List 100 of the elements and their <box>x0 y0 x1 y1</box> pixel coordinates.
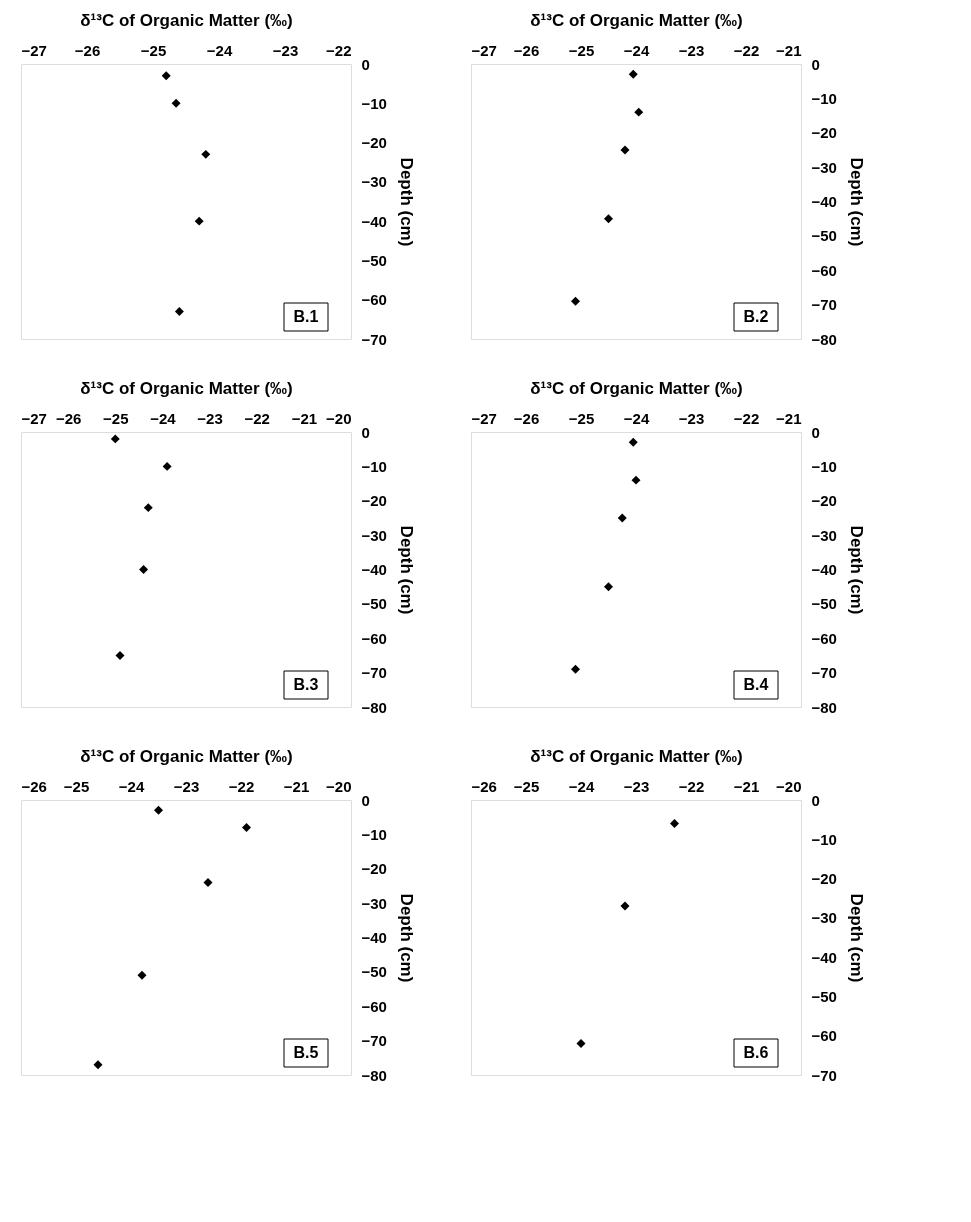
y-tick-label: −60 <box>361 629 387 647</box>
x-tick-label: −26 <box>513 41 540 59</box>
y-tick-label: −20 <box>811 124 837 142</box>
y-tick-label: −20 <box>811 492 837 510</box>
x-tick-label: −27 <box>471 409 497 427</box>
y-tick-label: −50 <box>811 595 837 613</box>
x-axis-title: δ¹³C of Organic Matter (‰) <box>80 10 293 30</box>
annotation: B.2 <box>743 308 769 325</box>
y-axis-title: Depth (cm) <box>846 525 866 615</box>
y-tick-label: −40 <box>811 948 837 966</box>
y-tick-label: −20 <box>811 870 837 888</box>
y-tick-label: −10 <box>811 457 837 475</box>
x-tick-label: −23 <box>197 409 223 427</box>
y-tick-label: −40 <box>361 212 387 230</box>
y-tick-label: −50 <box>361 963 387 981</box>
x-tick-label: −23 <box>678 409 705 427</box>
x-axis-title: δ¹³C of Organic Matter (‰) <box>80 746 293 766</box>
x-axis-title: δ¹³C of Organic Matter (‰) <box>530 378 743 398</box>
y-axis-title: Depth (cm) <box>846 157 866 247</box>
y-tick-label: −70 <box>811 664 837 682</box>
x-tick-label: −21 <box>733 777 760 795</box>
x-tick-label: −25 <box>568 41 595 59</box>
x-tick-label: −23 <box>623 777 650 795</box>
y-tick-label: −70 <box>361 664 387 682</box>
x-tick-label: −27 <box>21 409 47 427</box>
y-tick-label: 0 <box>361 55 370 73</box>
x-tick-label: −26 <box>471 777 497 795</box>
x-tick-label: −23 <box>173 777 200 795</box>
annotation: B.4 <box>743 676 769 693</box>
y-tick-label: −40 <box>811 193 837 210</box>
y-tick-label: −60 <box>811 261 837 279</box>
y-tick-label: −80 <box>811 330 837 348</box>
y-tick-label: 0 <box>811 55 820 73</box>
x-tick-label: −20 <box>326 409 352 427</box>
y-tick-label: −20 <box>361 134 387 152</box>
x-tick-label: −24 <box>206 41 233 59</box>
y-tick-label: −70 <box>811 296 837 314</box>
x-tick-label: −21 <box>776 409 802 427</box>
x-tick-label: −22 <box>678 777 705 795</box>
x-tick-label: −24 <box>150 409 177 427</box>
y-axis-title: Depth (cm) <box>396 893 416 983</box>
y-tick-label: −30 <box>811 526 837 544</box>
y-axis-title: Depth (cm) <box>396 157 416 247</box>
x-tick-label: −22 <box>326 41 352 59</box>
x-tick-label: −21 <box>291 409 318 427</box>
y-tick-label: −10 <box>811 89 837 107</box>
x-tick-label: −20 <box>776 777 802 795</box>
y-tick-label: 0 <box>361 423 370 441</box>
x-tick-label: −27 <box>471 41 497 59</box>
y-tick-label: 0 <box>361 791 370 809</box>
x-tick-label: −22 <box>244 409 270 427</box>
x-tick-label: −24 <box>623 409 650 427</box>
y-tick-label: −50 <box>811 987 837 1005</box>
y-tick-label: −20 <box>361 492 387 510</box>
annotation: B.1 <box>293 308 319 325</box>
y-tick-label: −30 <box>811 909 837 927</box>
x-tick-label: −26 <box>513 409 540 427</box>
x-tick-label: −21 <box>776 41 802 59</box>
y-tick-label: −40 <box>811 561 837 578</box>
y-tick-label: −80 <box>811 698 837 716</box>
y-tick-label: −10 <box>811 830 837 848</box>
y-tick-label: −40 <box>361 929 387 946</box>
y-tick-label: −30 <box>361 173 387 191</box>
x-tick-label: −25 <box>568 409 595 427</box>
y-tick-label: −30 <box>811 158 837 176</box>
x-tick-label: −26 <box>21 777 47 795</box>
x-tick-label: −24 <box>118 777 145 795</box>
annotation: B.6 <box>743 1044 769 1061</box>
x-tick-label: −25 <box>513 777 540 795</box>
y-tick-label: −10 <box>361 457 387 475</box>
x-axis-title: δ¹³C of Organic Matter (‰) <box>530 10 743 30</box>
x-tick-label: −25 <box>63 777 90 795</box>
y-tick-label: 0 <box>811 791 820 809</box>
y-tick-label: −70 <box>361 1032 387 1050</box>
y-tick-label: −70 <box>361 330 387 348</box>
x-tick-label: −25 <box>103 409 129 427</box>
x-tick-label: −20 <box>326 777 352 795</box>
x-tick-label: −26 <box>74 41 101 59</box>
x-tick-label: −21 <box>283 777 310 795</box>
annotation: B.5 <box>293 1044 319 1061</box>
x-tick-label: −24 <box>623 41 650 59</box>
x-tick-label: −22 <box>733 41 760 59</box>
y-tick-label: 0 <box>811 423 820 441</box>
x-axis-title: δ¹³C of Organic Matter (‰) <box>530 746 743 766</box>
x-tick-label: −22 <box>733 409 760 427</box>
y-tick-label: −10 <box>361 94 387 112</box>
y-tick-label: −80 <box>361 698 387 716</box>
y-tick-label: −30 <box>361 894 387 912</box>
x-tick-label: −26 <box>55 409 82 427</box>
y-tick-label: −40 <box>361 561 387 578</box>
annotation: B.3 <box>293 676 319 693</box>
y-tick-label: −60 <box>811 629 837 647</box>
y-tick-label: −50 <box>361 251 387 269</box>
x-tick-label: −25 <box>140 41 167 59</box>
x-tick-label: −23 <box>678 41 705 59</box>
x-tick-label: −22 <box>228 777 255 795</box>
y-tick-label: −50 <box>811 227 837 245</box>
y-axis-title: Depth (cm) <box>396 525 416 615</box>
y-axis-title: Depth (cm) <box>846 893 866 983</box>
x-tick-label: −27 <box>21 41 47 59</box>
